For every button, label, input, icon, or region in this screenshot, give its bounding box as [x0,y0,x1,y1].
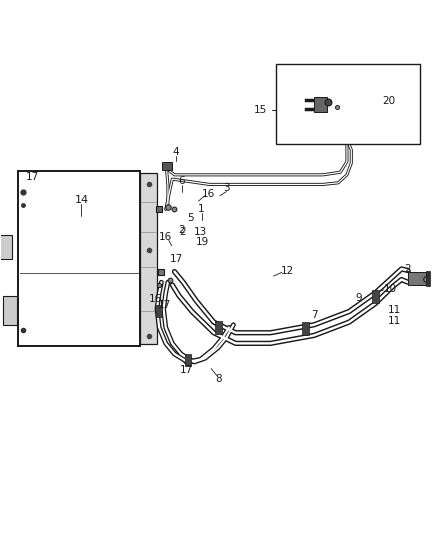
Text: 2: 2 [405,264,411,273]
Text: 1: 1 [198,204,205,214]
Text: 14: 14 [74,195,88,205]
Bar [408,272,426,285]
Text: 15: 15 [254,104,267,115]
Text: 2: 2 [179,227,186,237]
Text: 9: 9 [355,293,362,303]
Bar [18,171,141,346]
Text: 19: 19 [196,237,209,247]
Text: 16: 16 [159,232,173,243]
Text: 11: 11 [388,305,401,315]
Text: 16: 16 [201,189,215,199]
Bar [184,354,191,366]
Text: 17: 17 [25,172,39,182]
Text: 4: 4 [173,147,179,157]
Text: 12: 12 [280,266,294,276]
Bar [372,289,379,303]
Text: 16: 16 [149,294,162,304]
Text: 2: 2 [178,225,185,236]
Text: 20: 20 [382,95,395,106]
Bar [314,97,327,112]
Text: 17: 17 [180,365,193,375]
Text: 11: 11 [388,316,401,326]
Text: 17: 17 [158,300,171,310]
Text: 13: 13 [194,227,207,237]
Text: 10: 10 [384,284,397,294]
Bar [276,64,420,144]
Bar [156,305,162,317]
Text: 5: 5 [187,213,194,223]
Text: 3: 3 [223,183,230,193]
Bar [215,320,222,334]
Text: 8: 8 [215,374,222,384]
Bar [162,161,172,169]
Text: 6: 6 [179,176,185,187]
Bar [302,322,309,335]
Bar [141,173,157,344]
Bar [3,296,17,325]
Text: 17: 17 [170,254,183,263]
Bar [426,271,430,287]
Text: 7: 7 [311,310,318,320]
Bar [0,235,12,259]
